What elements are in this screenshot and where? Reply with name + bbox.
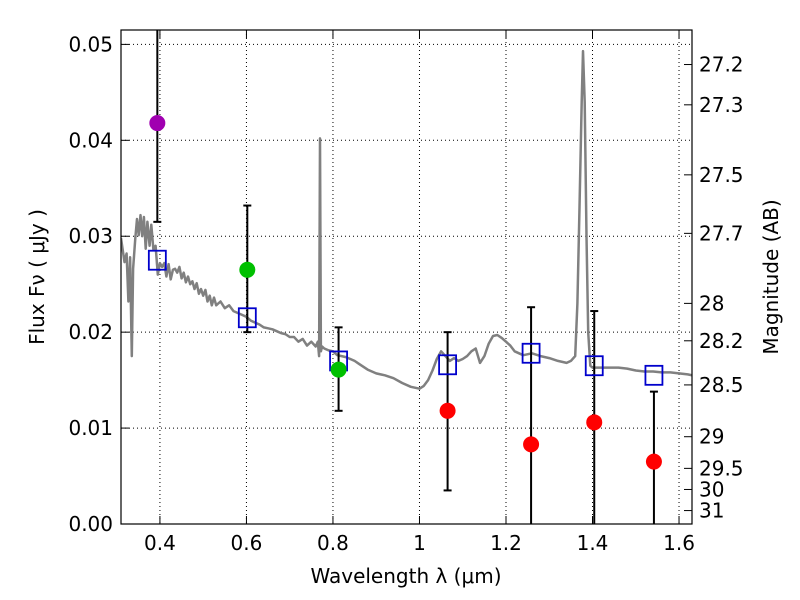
observed-point [586,414,603,431]
y2-tick-label: 28 [699,291,724,315]
x-axis-ticks: 0.4 0.6 0.8 1 1.2 1.4 1.6 [144,30,695,555]
model-photometry-square [644,364,664,386]
spectrum-layer [121,49,692,390]
y2-tick-label: 30 [699,477,724,501]
x-tick-label: 0.4 [144,531,176,555]
observed-point [645,453,662,470]
model-photometry-square [438,354,457,376]
y2-tick-label: 27.3 [699,93,744,117]
x-tick-label: 0.8 [317,531,349,555]
y2-tick-label: 29.5 [699,456,744,480]
y2-tick-label: 31 [699,499,724,523]
x-axis-title: Wavelength λ (μm) [310,564,501,588]
model-spectrum-line [121,49,692,390]
observed-point [439,402,456,419]
x-tick-label: 1.4 [577,531,609,555]
y-tick-label: 0.05 [68,32,113,56]
model-photometry-square [521,342,541,364]
x-tick-label: 0.6 [231,531,263,555]
model-photometry-square [237,307,257,329]
observed-point [149,115,166,132]
plot-background [121,30,692,524]
y-axis-ticks: 0.00 0.01 0.02 0.03 0.04 0.05 [68,32,129,536]
y-tick-label: 0.01 [68,416,113,440]
y-axis-title: Flux Fν ( μJy ) [25,209,49,345]
y-tick-label: 0.00 [68,512,113,536]
x-tick-label: 1.2 [490,531,522,555]
x-tick-label: 1.6 [663,531,695,555]
y-tick-label: 0.02 [68,320,113,344]
y2-axis-title: Magnitude (AB) [759,199,783,354]
y2-tick-label: 27.2 [699,53,744,77]
observed-point [330,361,347,378]
y2-tick-label: 29 [699,425,724,449]
y2-tick-label: 27.7 [699,221,744,245]
y2-tick-label: 27.5 [699,163,744,187]
y2-tick-label: 28.2 [699,329,744,353]
y2-tick-label: 28.5 [699,373,744,397]
model-photometry-square [584,355,604,377]
y-tick-label: 0.03 [68,224,113,248]
model-photometry-square [147,249,167,271]
y-tick-label: 0.04 [68,128,113,152]
observed-point [523,436,540,453]
observed-point [239,261,256,278]
observed-points-layer [149,115,662,470]
x-tick-label: 1 [413,531,426,555]
plot-frame [120,29,693,525]
